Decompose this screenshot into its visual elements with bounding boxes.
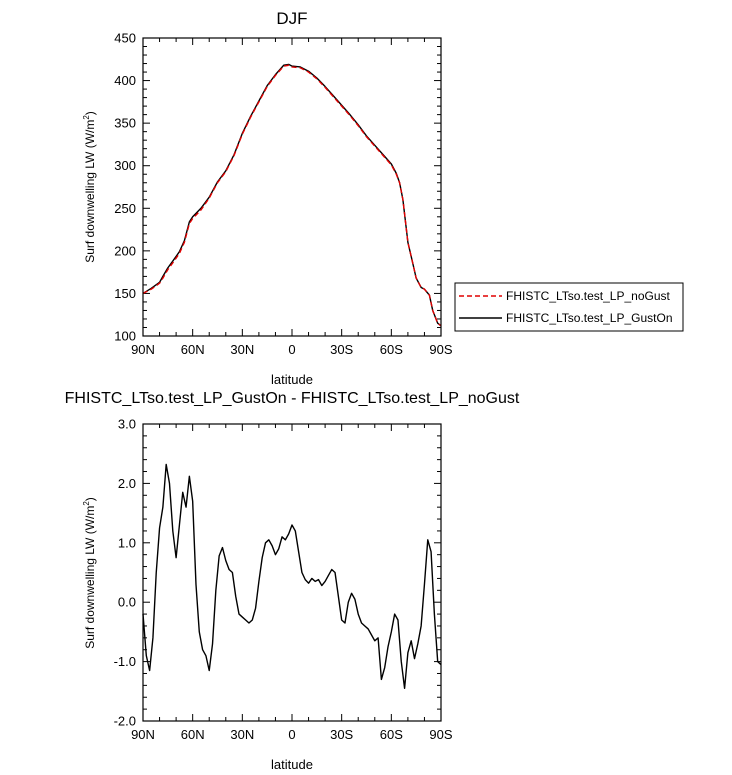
top-y-axis-label: Surf downwelling LW (W/m2) [82,111,97,263]
top-y-tick-label: 400 [114,73,136,88]
top-x-tick-label: 90S [429,342,452,357]
top-series-line-1 [142,64,442,327]
bottom-x-tick-label: 60N [181,727,205,742]
top-x-tick-label: 30S [330,342,353,357]
bottom-y-tick-label: -2.0 [114,714,136,729]
bottom-plot-frame [142,423,442,722]
top-y-tick-label: 150 [114,286,136,301]
bottom-x-tick-label: 90N [131,727,155,742]
top-series-line-0 [142,63,442,327]
bottom-y-tick-label: -1.0 [114,654,136,669]
bottom-y-tick-label: 0.0 [118,595,136,610]
bottom-y-axis-label: Surf downwelling LW (W/m2) [82,497,97,649]
top-x-tick-label: 30N [230,342,254,357]
top-y-tick-label: 450 [114,31,136,46]
top-chart-title: DJF [276,9,307,28]
top-y-tick-label: 300 [114,158,136,173]
top-y-tick-label: 250 [114,201,136,216]
bottom-series-line-0 [142,463,442,690]
bottom-x-tick-label: 60S [380,727,403,742]
legend: FHISTC_LTso.test_LP_noGust FHISTC_LTso.t… [454,282,684,332]
legend-box [454,282,684,332]
top-plot-area: 90N 60N 30N 0 30S 60S 90S 100 150 200 250 300 350 400… [114,31,453,358]
top-plot-frame [142,37,442,337]
top-x-axis-label: latitude [271,372,313,387]
bottom-x-tick-label: 30S [330,727,353,742]
bottom-x-tick-label: 30N [230,727,254,742]
top-x-tick-label: 0 [288,342,295,357]
legend-label-guston: FHISTC_LTso.test_LP_GustOn [506,311,673,325]
bottom-x-tick-label: 90S [429,727,452,742]
top-panel: DJF 90N 60N 30N 0 30S 60S 90S 100 150 200 250 300 35… [82,9,684,387]
bottom-x-tick-label: 0 [288,727,295,742]
top-x-tick-label: 90N [131,342,155,357]
top-y-tick-label: 350 [114,116,136,131]
bottom-y-tick-label: 1.0 [118,535,136,550]
bottom-y-tick-label: 2.0 [118,476,136,491]
bottom-plot-area: 90N 60N 30N 0 30S 60S 90S -2.0 -1.0 0.0 1.0 2.0 3.0 [114,417,453,743]
bottom-y-tick-label: 3.0 [118,417,136,432]
top-x-tick-label: 60N [181,342,205,357]
legend-label-nogust: FHISTC_LTso.test_LP_noGust [506,289,671,303]
top-y-tick-label: 200 [114,243,136,258]
bottom-chart-title: FHISTC_LTso.test_LP_GustOn - FHISTC_LTso… [65,390,520,407]
bottom-x-axis-label: latitude [271,757,313,772]
bottom-panel: FHISTC_LTso.test_LP_GustOn - FHISTC_LTso… [65,390,520,772]
top-x-tick-label: 60S [380,342,403,357]
top-y-tick-label: 100 [114,329,136,344]
